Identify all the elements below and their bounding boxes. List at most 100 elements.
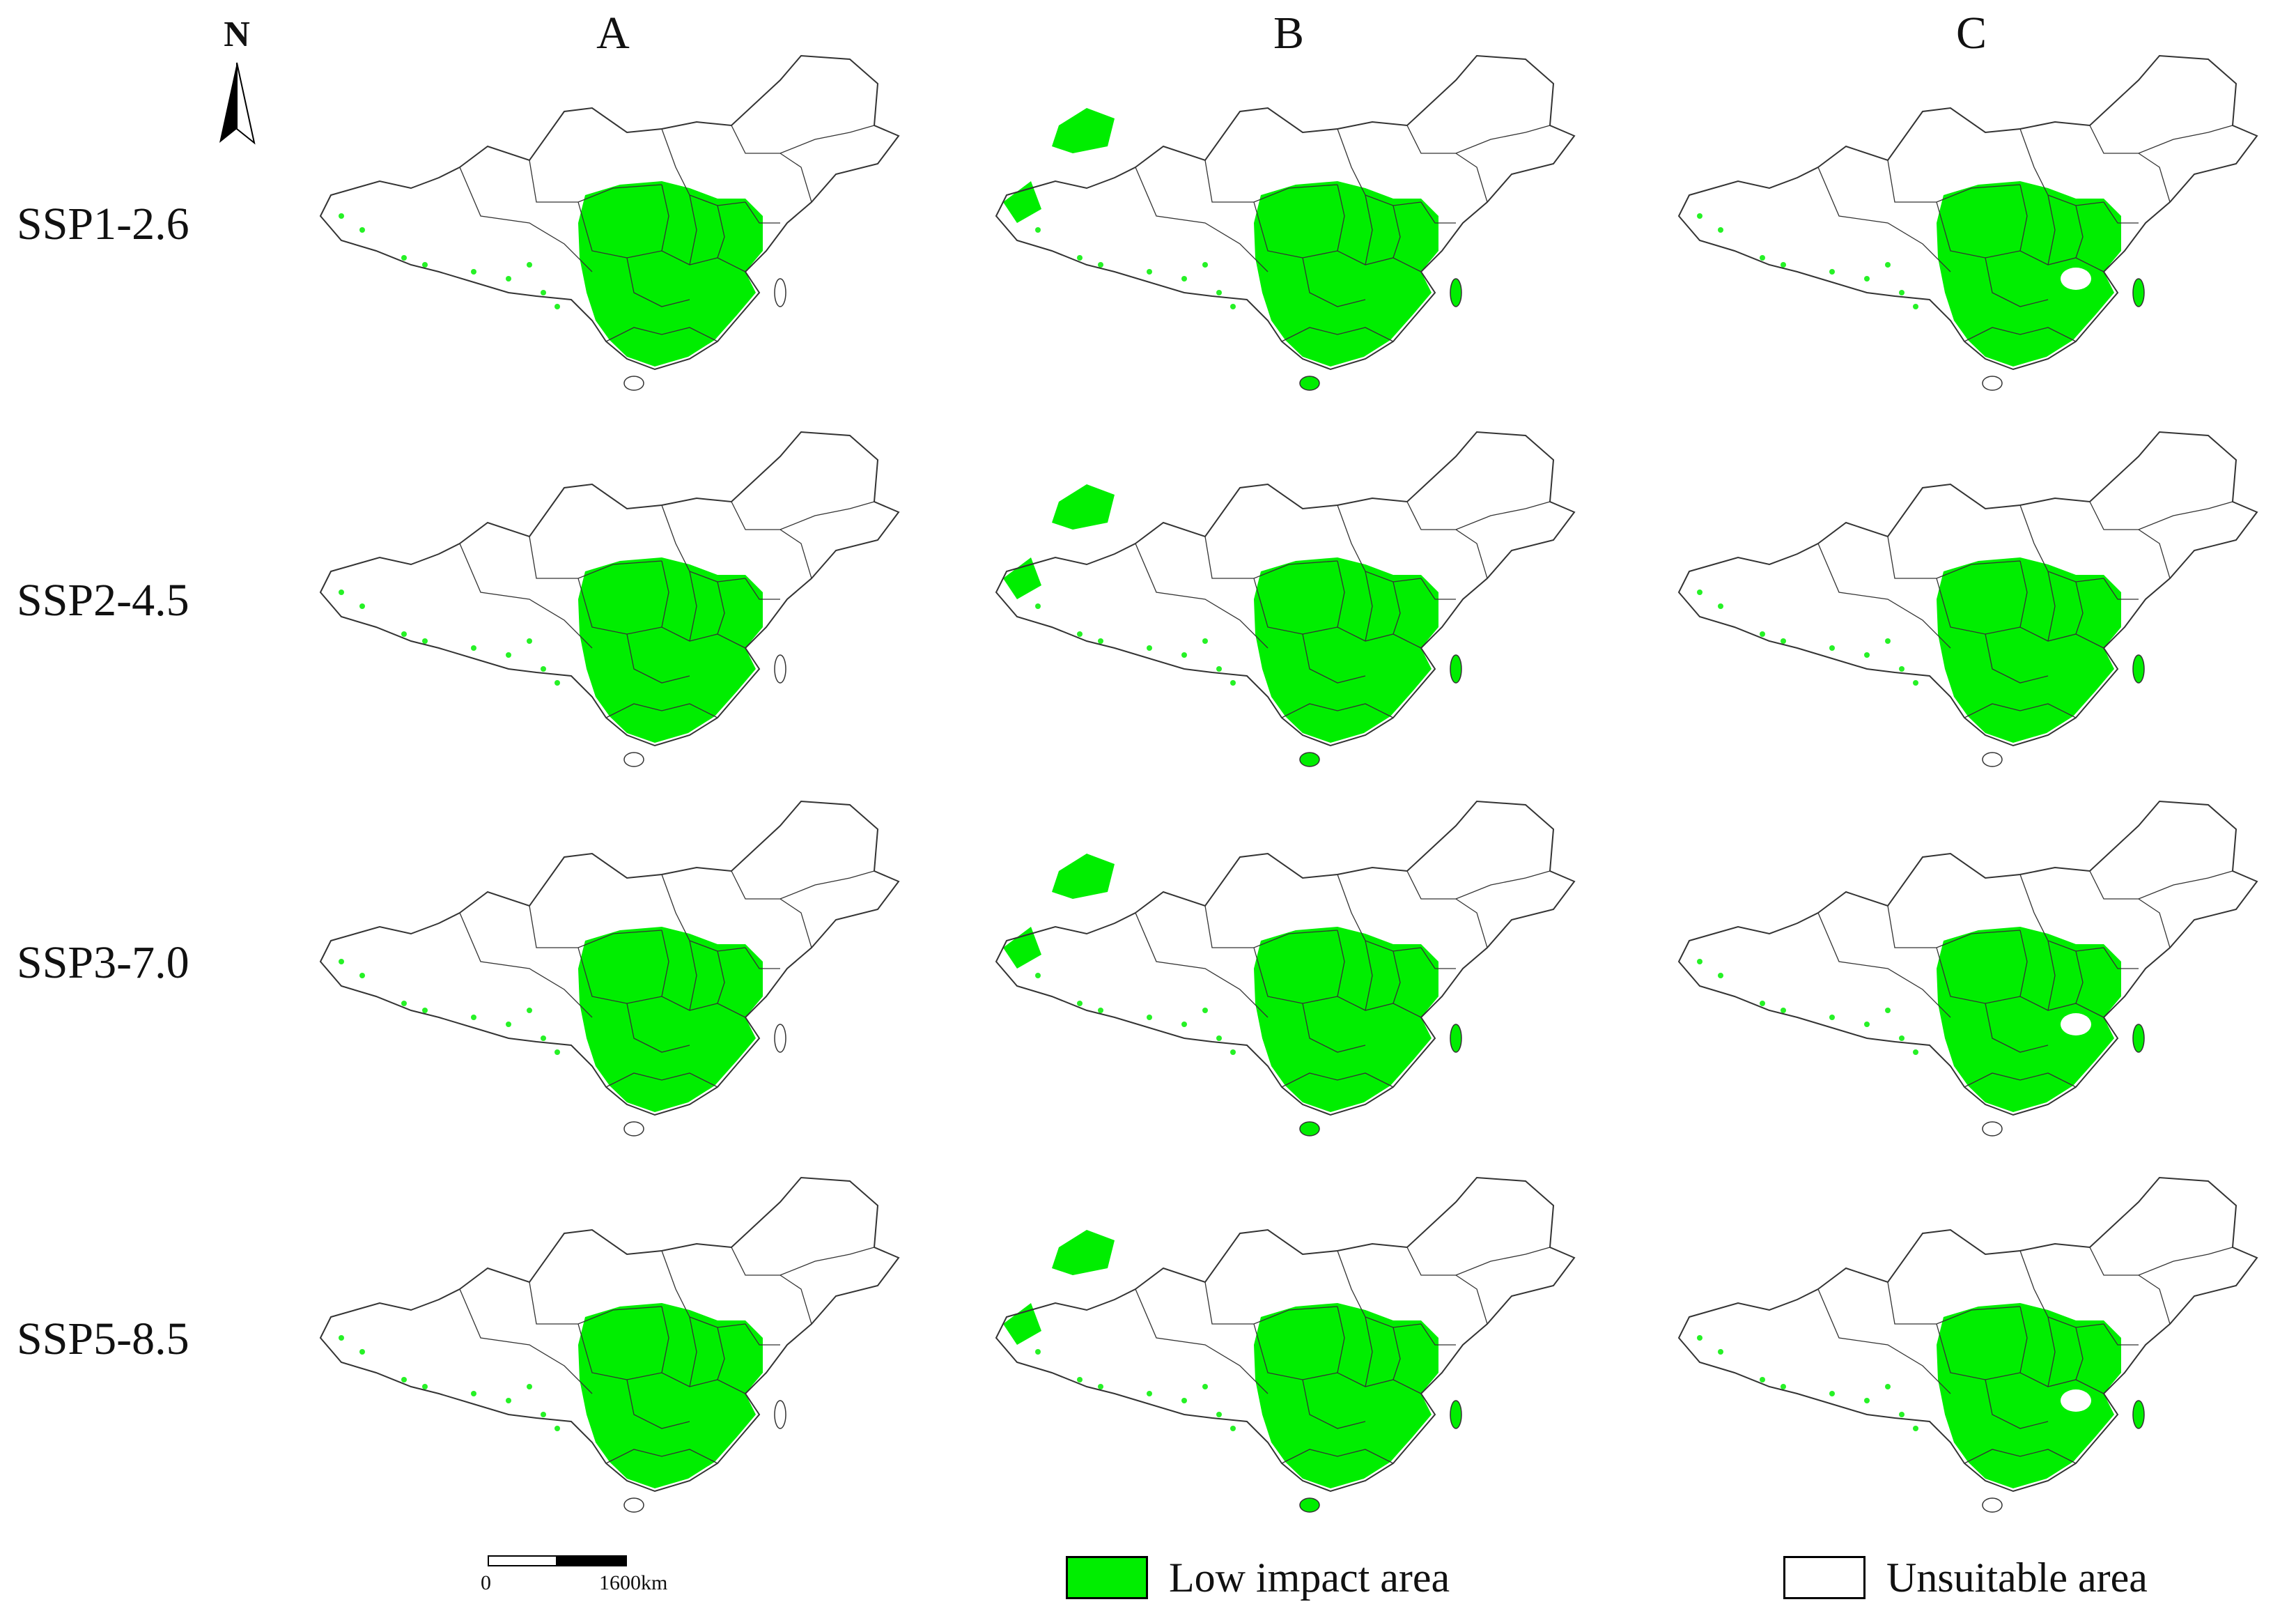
national-boundary [319,1176,900,1493]
suitable-area-region [1937,181,2121,367]
province-boundary [1281,1072,1394,1088]
scale-bar-end-label: 1600km [599,1571,668,1594]
suitable-area-west-edge [1003,181,1041,223]
row-label-ssp126: SSP1-2.6 [17,199,189,249]
province-boundary [1393,205,1401,259]
suitable-area-patch [1718,227,1723,233]
suitable-area-patch [527,1384,532,1389]
province-boundary [717,205,725,259]
province-boundary [1365,194,1373,265]
suitable-area-patch [401,1377,407,1382]
map-panel-ssp370-a [293,780,920,1143]
province-boundary [731,1247,875,1276]
province-boundary [2047,194,2056,265]
suitable-area-patch [1202,1384,1208,1389]
suitable-area-region [1254,927,1438,1112]
province-boundary [745,947,780,969]
province-boundary [459,1288,593,1394]
province-boundary [689,1316,697,1387]
suitable-area-patch [1202,638,1208,644]
province-boundary [661,1306,669,1373]
suitable-area-patch [1147,1391,1152,1396]
suitable-area-patch [554,680,560,686]
scale-bar-white-segment [488,1555,557,1566]
china-map-svg [1677,431,2258,767]
province-boundary [1455,1274,1488,1325]
suitable-area-patch [554,1049,560,1055]
suitable-area-patch [339,590,344,595]
suitable-area-patch [1216,666,1222,672]
suitable-area-region [1937,927,2121,1112]
suitable-area-patch [1718,973,1723,978]
province-boundary [1817,543,1951,649]
north-arrow-icon [219,62,256,145]
suitable-area-region [1254,557,1438,743]
province-boundary [626,1379,690,1429]
province-boundary [731,501,875,530]
province-boundary [2089,125,2233,154]
province-boundary [605,327,718,342]
province-boundary [1337,560,1345,628]
province-boundary [2089,870,2233,900]
suitable-area-patch [1697,590,1702,595]
hainan-island [623,376,644,391]
suitable-area-patch [1760,255,1765,261]
taiwan-island [774,1024,786,1053]
suitable-area-patch [1181,1022,1187,1027]
province-boundary [1135,167,1269,272]
china-map-svg [319,54,900,391]
suitable-area-patch [1098,1008,1103,1013]
province-boundary [2103,201,2139,224]
suitable-area-patch [401,255,407,261]
province-boundary [605,1072,718,1088]
province-boundary [1337,1306,1345,1373]
suitable-area-patch [359,603,365,609]
suitable-area-patch [1899,666,1905,672]
province-boundary [1455,898,1488,948]
province-boundary [2075,1327,2084,1380]
province-boundary [1985,257,2049,307]
province-boundary [745,578,780,600]
province-boundary [661,184,669,252]
suitable-area-patch [554,304,560,309]
china-map-svg [319,1176,900,1513]
scale-bar-black-segment [557,1555,627,1566]
legend-swatch-low-impact [1066,1556,1148,1599]
province-boundary [1964,1072,2077,1088]
suitable-area-patch [541,666,546,672]
national-boundary [1677,431,2258,747]
province-boundary [1135,1288,1269,1394]
national-boundary [1677,800,2258,1116]
suitable-area-patch [1077,1001,1083,1006]
suitable-area-patch [1913,1049,1918,1055]
hainan-island [623,1121,644,1137]
taiwan-island [774,278,786,307]
province-boundary [1964,1449,2077,1464]
suitable-area-patch [359,1349,365,1355]
province-boundary [1302,257,1366,307]
hainan-island [1299,1497,1320,1513]
province-boundary [626,633,690,684]
suitable-area-patch [1885,1384,1891,1389]
province-boundary [459,167,593,272]
suitable-area-patch [1864,1398,1870,1403]
suitable-area-patch [1216,1412,1222,1417]
suitable-area-patch [554,1426,560,1431]
province-boundary [459,543,593,649]
suitable-area-patch [1035,603,1041,609]
map-panel-ssp245-c [1651,411,2278,773]
suitable-area-patch [1697,959,1702,964]
suitable-area-patch [1230,680,1236,686]
province-boundary [745,1323,780,1346]
map-panel-ssp126-c [1651,35,2278,397]
province-boundary [459,912,593,1018]
scale-bar: 0 1600km [474,1555,724,1611]
province-boundary [2138,898,2171,948]
map-panel-ssp245-b [968,411,1595,773]
province-boundary [1365,1316,1373,1387]
suitable-area-patch [1077,631,1083,637]
province-boundary [1985,1003,2049,1053]
china-map-svg [1677,800,2258,1137]
province-boundary [2103,578,2139,600]
province-boundary [1302,1003,1366,1053]
